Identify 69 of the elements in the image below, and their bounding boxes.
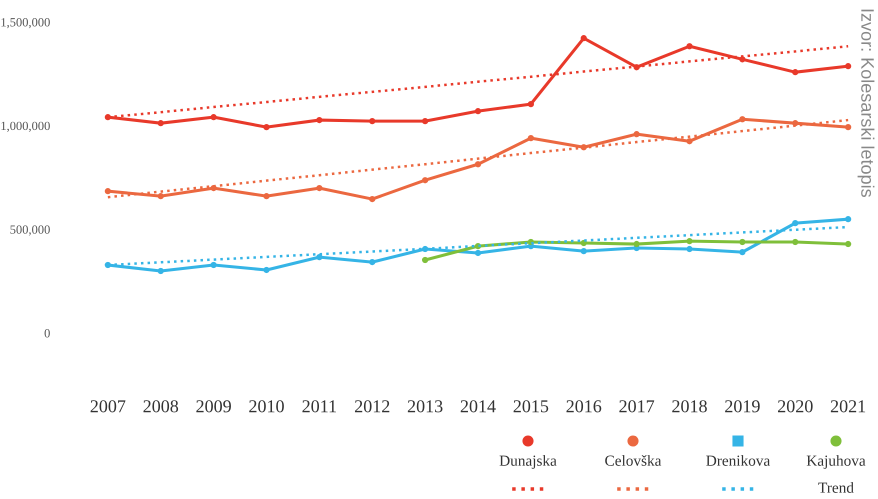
point xyxy=(845,124,852,130)
point xyxy=(528,100,534,108)
point xyxy=(528,134,534,142)
point xyxy=(369,258,376,266)
x-tick-label: 2012 xyxy=(354,400,390,412)
point xyxy=(316,116,322,124)
point xyxy=(158,268,164,274)
x-tick-label: 2011 xyxy=(302,400,336,412)
point xyxy=(739,56,746,62)
annotation: Izvor: Kolesarski letopis xyxy=(858,10,874,197)
y-tick-label: 1,500,000 xyxy=(1,18,50,28)
point xyxy=(474,161,482,168)
x-tick-label: 2019 xyxy=(725,400,760,412)
legend-label: Dunajska xyxy=(500,455,557,469)
y-tick-label: 0 xyxy=(44,329,50,338)
point xyxy=(474,108,482,114)
point xyxy=(369,118,376,124)
point xyxy=(580,35,587,42)
text: Trend xyxy=(818,482,854,493)
point xyxy=(316,184,322,192)
point xyxy=(792,238,798,246)
x-tick-label: 2014 xyxy=(460,400,496,412)
point xyxy=(422,177,428,184)
y-tick-label: 500,000 xyxy=(10,225,50,236)
x-tick-label: 2021 xyxy=(830,400,866,412)
point xyxy=(845,63,852,70)
point xyxy=(686,246,693,252)
x-tick-label: 2018 xyxy=(672,400,707,412)
x-tick-label: 2015 xyxy=(514,400,548,412)
point xyxy=(474,250,482,256)
y-tick-label: 1,000,000 xyxy=(1,122,50,132)
point xyxy=(792,120,798,126)
x-tick-label: 2008 xyxy=(143,400,178,412)
x-tick-label: 2017 xyxy=(619,400,654,412)
point xyxy=(634,240,640,248)
point xyxy=(158,193,164,200)
point xyxy=(845,240,852,248)
point xyxy=(634,131,640,138)
point xyxy=(792,69,798,76)
point xyxy=(845,216,852,222)
legend-label: Drenikova xyxy=(706,455,770,466)
legend-label: Kajuhova xyxy=(806,455,866,469)
point xyxy=(422,118,428,124)
x-tick-label: 2010 xyxy=(249,400,284,412)
point xyxy=(580,240,587,246)
point xyxy=(792,220,798,226)
point xyxy=(104,188,111,194)
point xyxy=(580,248,587,254)
point xyxy=(210,114,217,120)
point xyxy=(686,138,693,144)
point xyxy=(210,262,217,268)
point xyxy=(158,120,164,126)
point xyxy=(316,254,322,260)
x-tick-label: 2016 xyxy=(566,400,602,412)
point xyxy=(739,249,746,256)
point xyxy=(369,196,376,202)
point xyxy=(263,124,270,130)
point xyxy=(686,43,693,50)
legend-label: Celovška xyxy=(605,455,662,466)
x-tick-label: 2020 xyxy=(778,400,813,412)
point xyxy=(263,266,270,274)
point xyxy=(686,238,693,244)
point xyxy=(422,256,428,264)
x-tick-label: 2007 xyxy=(90,400,126,412)
point xyxy=(739,238,746,246)
point xyxy=(263,193,270,200)
point xyxy=(739,116,746,122)
x-tick-label: 2013 xyxy=(408,400,442,412)
x-tick-label: 2009 xyxy=(196,400,231,412)
